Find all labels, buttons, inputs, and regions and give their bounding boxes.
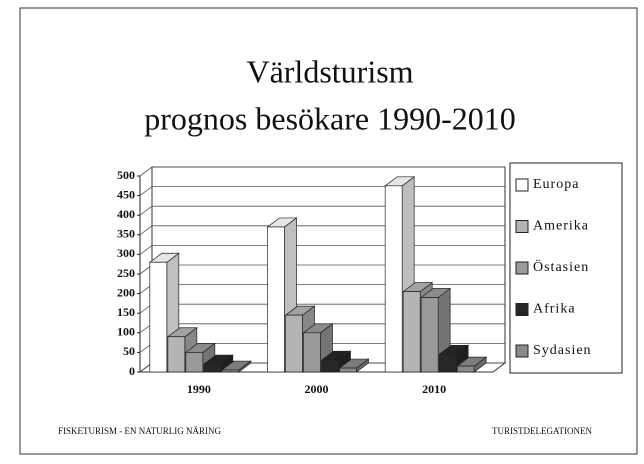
legend-swatch bbox=[515, 178, 529, 192]
bar bbox=[284, 305, 316, 373]
chart-title: Världsturism bbox=[246, 53, 413, 89]
bar bbox=[338, 358, 370, 373]
bar bbox=[456, 356, 488, 373]
y-tick-label: 150 bbox=[117, 305, 135, 319]
y-tick-label: 300 bbox=[117, 246, 135, 260]
bar-front bbox=[167, 336, 186, 373]
grid-line bbox=[139, 245, 153, 255]
y-tick-label: 200 bbox=[117, 285, 135, 299]
legend-label: Sydasien bbox=[533, 343, 592, 358]
x-tick-label: 1990 bbox=[187, 382, 211, 396]
bar-front bbox=[420, 297, 439, 373]
bar-front bbox=[303, 332, 321, 373]
y-tick-label: 450 bbox=[117, 187, 135, 201]
y-tick-label: 400 bbox=[117, 207, 135, 221]
grid-line bbox=[139, 186, 153, 196]
bar-front bbox=[402, 291, 421, 373]
bar bbox=[420, 287, 452, 373]
chart-subtitle: prognos besökare 1990-2010 bbox=[144, 100, 515, 136]
footer-left: FISKETURISM - EN NATURLIG NÄRING bbox=[58, 426, 221, 436]
y-tick-label: 50 bbox=[123, 344, 135, 358]
x-tick-label: 2010 bbox=[422, 382, 446, 396]
bar-front bbox=[203, 363, 222, 373]
y-tick-label: 250 bbox=[117, 266, 135, 280]
legend-swatch bbox=[515, 220, 529, 233]
legend-swatch bbox=[515, 303, 529, 316]
bar-front bbox=[285, 314, 303, 373]
grid-line bbox=[139, 225, 153, 236]
y-tick-label: 500 bbox=[117, 168, 135, 182]
grid-line bbox=[139, 166, 153, 177]
legend-swatch bbox=[515, 261, 529, 275]
legend-box bbox=[509, 162, 623, 374]
bar-front bbox=[438, 354, 457, 373]
legend-label: Amerika bbox=[533, 219, 589, 234]
footer-right: TURISTDELEGATIONEN bbox=[492, 426, 592, 436]
bar bbox=[384, 176, 416, 373]
legend-swatch bbox=[515, 344, 529, 358]
bar bbox=[220, 360, 252, 373]
bar-front bbox=[456, 365, 475, 373]
legend-label: Afrika bbox=[533, 302, 576, 317]
legend-label: Europa bbox=[533, 177, 579, 192]
bar-front bbox=[339, 367, 357, 373]
y-tick-label: 350 bbox=[117, 227, 135, 241]
bar-front bbox=[267, 226, 285, 373]
y-tick-label: 0 bbox=[129, 364, 135, 378]
bar-front bbox=[149, 261, 168, 373]
legend-label: Östasien bbox=[533, 258, 589, 275]
x-tick-label: 2000 bbox=[305, 382, 329, 396]
bar-front bbox=[384, 185, 403, 373]
bar-front bbox=[185, 352, 204, 373]
bar-front bbox=[221, 369, 240, 373]
y-tick-label: 100 bbox=[117, 325, 135, 339]
grid-line bbox=[139, 205, 153, 216]
bar-front bbox=[321, 359, 339, 373]
